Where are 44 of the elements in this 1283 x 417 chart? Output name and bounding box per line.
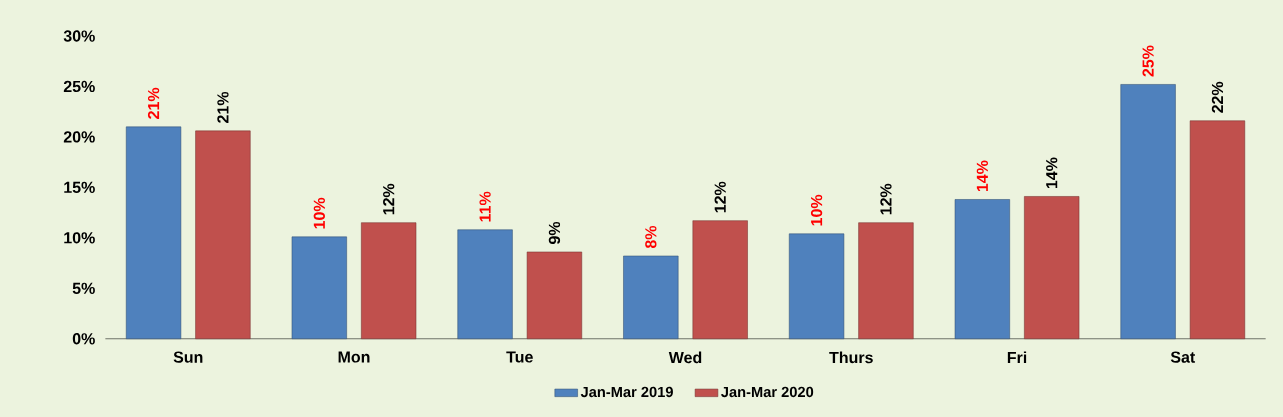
x-tick-label: Sat	[1170, 351, 1196, 363]
bar	[623, 255, 679, 339]
bar	[361, 222, 417, 339]
data-label: 10%	[313, 197, 325, 229]
data-label: 14%	[976, 160, 988, 191]
x-tick-label: Wed	[668, 351, 702, 363]
legend-label: Jan-Mar 2019	[580, 386, 673, 397]
y-tick-label: 30%	[63, 30, 95, 42]
bar	[1120, 83, 1176, 339]
bar	[526, 251, 583, 339]
x-tick-label: Thurs	[829, 351, 873, 363]
y-tick-label: 5%	[72, 282, 95, 294]
bar	[125, 126, 182, 339]
bar	[291, 236, 347, 339]
y-tick-label: 15%	[64, 181, 95, 193]
data-label: 12%	[880, 183, 892, 215]
data-label: 21%	[147, 87, 160, 119]
bar	[457, 229, 513, 339]
data-label: 22%	[1211, 81, 1224, 113]
data-label: 10%	[810, 194, 823, 226]
y-tick-label: 20%	[63, 131, 95, 143]
bar	[195, 130, 251, 339]
data-label: 8%	[645, 225, 657, 248]
bar	[788, 233, 845, 339]
data-label: 9%	[548, 221, 561, 244]
data-label: 14%	[1046, 157, 1058, 188]
x-tick-label: Tue	[506, 351, 533, 363]
bar	[1189, 120, 1246, 339]
bar	[858, 222, 914, 339]
data-label: 12%	[714, 181, 726, 213]
bar	[692, 220, 748, 339]
data-label: 11%	[479, 191, 491, 222]
y-tick-label: 10%	[64, 231, 95, 244]
legend-label: Jan-Mar 2020	[721, 386, 814, 397]
x-tick-label: Sun	[173, 351, 203, 363]
data-label: 21%	[217, 91, 229, 123]
x-tick-label: Mon	[338, 351, 370, 363]
bar	[1024, 195, 1080, 339]
data-label: 25%	[1142, 45, 1154, 77]
y-tick-label: 25%	[63, 80, 95, 92]
bar	[954, 199, 1010, 339]
y-tick-label: 0%	[72, 332, 95, 345]
x-tick-label: Fri	[1007, 351, 1027, 363]
data-label: 12%	[383, 183, 395, 215]
